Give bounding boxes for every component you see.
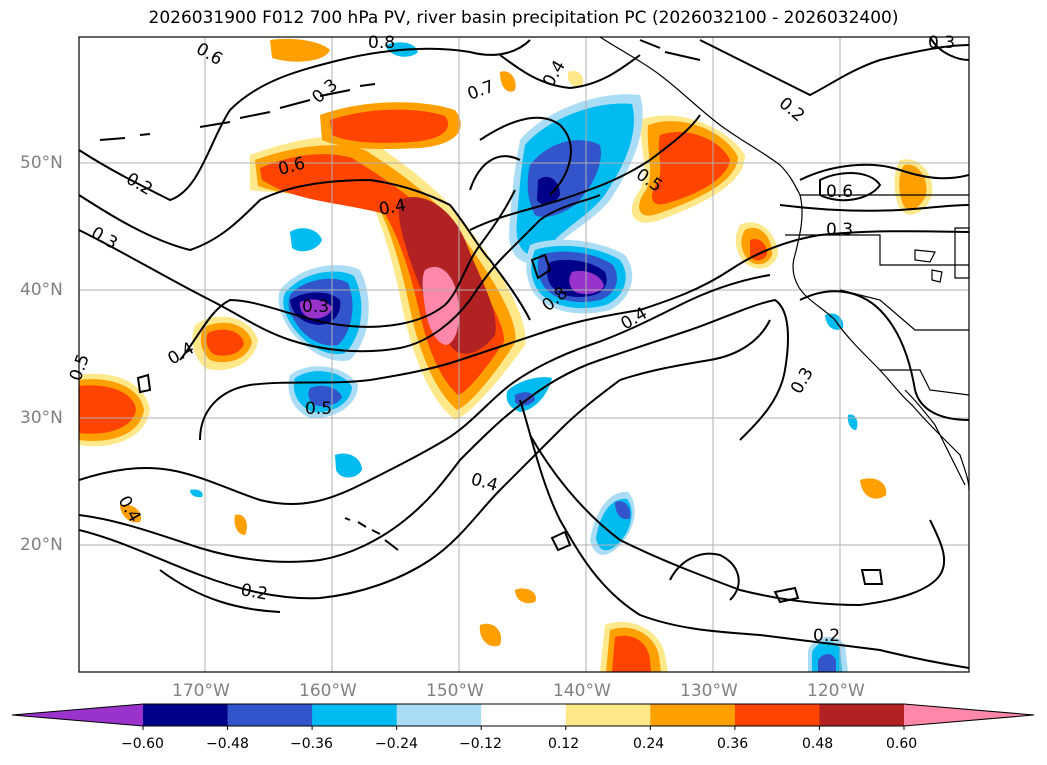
colorbar-extend-high (904, 704, 1034, 726)
negative-anomaly-fields (190, 42, 858, 672)
lat-label-20n: 20°N (20, 535, 63, 555)
lon-label-170w: 170°W (172, 681, 230, 701)
colorbar-cell (565, 704, 651, 726)
contour-label: 0.4 (377, 196, 407, 220)
contour-label: 0.3 (302, 297, 329, 317)
colorbar-tick-label: −0.60 (121, 736, 164, 752)
islands (99, 39, 701, 551)
lat-label-40n: 40°N (20, 280, 63, 300)
contour-label: 0.5 (305, 399, 332, 419)
pv-contours (79, 37, 969, 669)
lat-label-50n: 50°N (20, 153, 63, 173)
lon-label-160w: 160°W (299, 681, 357, 701)
contour-label: 0.2 (813, 626, 840, 646)
lon-label-130w: 130°W (680, 681, 738, 701)
colorbar-cell (650, 704, 736, 726)
coastlines (599, 36, 970, 491)
colorbar-tick-label: 0.48 (802, 736, 834, 752)
colorbar-cell (481, 704, 567, 726)
contour-label: 0.3 (826, 220, 853, 240)
colorbar-tick-label: 0.24 (633, 736, 665, 752)
colorbar-tick-label: −0.12 (459, 736, 502, 752)
colorbar-extend-low (12, 704, 143, 726)
colorbar-tick-label: −0.48 (206, 736, 249, 752)
colorbar-cell (734, 704, 820, 726)
contour-label: 0.6 (826, 182, 853, 202)
map-title: 2026031900 F012 700 hPa PV, river basin … (148, 8, 899, 28)
lon-label-120w: 120°W (807, 681, 865, 701)
map-frame (78, 36, 970, 673)
colorbar-tick-label: −0.24 (375, 736, 418, 752)
colorbar-cell (396, 704, 482, 726)
contour-label: 0.2 (239, 580, 269, 604)
graticule (79, 37, 969, 672)
contour-label: 0.8 (368, 33, 395, 53)
lon-label-150w: 150°W (426, 681, 484, 701)
colorbar-cell (312, 704, 398, 726)
contour-label: 0.3 (928, 33, 955, 53)
colorbar-tick-label: −0.36 (290, 736, 333, 752)
lon-label-140w: 140°W (553, 681, 611, 701)
colorbar-cell (819, 704, 905, 726)
colorbar-tick-label: 0.60 (886, 736, 918, 752)
colorbar-cell (143, 704, 229, 726)
lat-label-30n: 30°N (20, 408, 63, 428)
colorbar-tick-label: 0.36 (717, 736, 749, 752)
colorbar-tick-label: 0.12 (548, 736, 580, 752)
colorbar-cell (227, 704, 313, 726)
colorbar (11, 703, 1035, 730)
